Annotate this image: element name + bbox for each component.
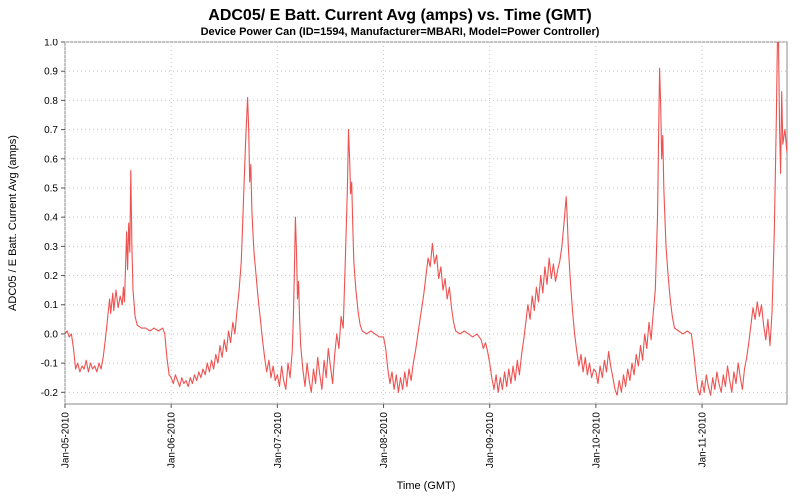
y-axis-label: ADC05 / E Batt. Current Avg (amps) [7, 135, 19, 311]
y-tick-label: 0.5 [44, 183, 58, 194]
x-tick-label: Jan-06-2010 [167, 412, 178, 469]
x-tick-label: Jan-07-2010 [273, 412, 284, 469]
chart-title: ADC05/ E Batt. Current Avg (amps) vs. Ti… [208, 7, 592, 24]
y-tick-label: 0.2 [44, 271, 58, 282]
y-tick-label: 1.0 [44, 39, 58, 49]
y-tick-label: -0.1 [41, 359, 59, 370]
x-tick-label: Jan-09-2010 [485, 412, 496, 469]
y-axis-ticks: -0.2 -0.1 0.0 0.1 0.2 0.3 0.4 0.5 0.6 0.7 0.8 0.9 1.… [41, 39, 65, 399]
chart-subtitle: Device Power Can (ID=1594, Manufacturer=… [200, 26, 600, 38]
plot-canvas: -0.2 -0.1 0.0 0.1 0.2 0.3 0.4 0.5 0.6 0.7 0.8 0.9 1.… [7, 39, 788, 492]
y-tick-label: 0.7 [44, 125, 58, 136]
y-tick-label: 0.4 [44, 213, 58, 224]
series-line [65, 42, 787, 396]
y-tick-label: 0.8 [44, 96, 58, 107]
x-tick-label: Jan-05-2010 [61, 412, 72, 469]
plot-area [64, 41, 788, 405]
x-tick-label: Jan-11-2010 [698, 412, 709, 468]
y-tick-label: 0.1 [44, 300, 58, 311]
x-tick-label: Jan-08-2010 [379, 412, 390, 469]
y-tick-label: 0.3 [44, 242, 58, 253]
x-axis-ticks: Jan-05-2010 Jan-06-2010 Jan-07-2010 Jan-08-… [61, 404, 709, 468]
y-tick-label: 0.6 [44, 154, 58, 165]
gridlines [64, 41, 787, 404]
x-tick-label: Jan-10-2010 [591, 412, 602, 469]
x-axis-label: Time (GMT) [397, 480, 456, 492]
y-tick-label: 0.0 [44, 329, 58, 340]
y-tick-label: -0.2 [41, 388, 59, 399]
y-tick-label: 0.9 [44, 67, 58, 78]
